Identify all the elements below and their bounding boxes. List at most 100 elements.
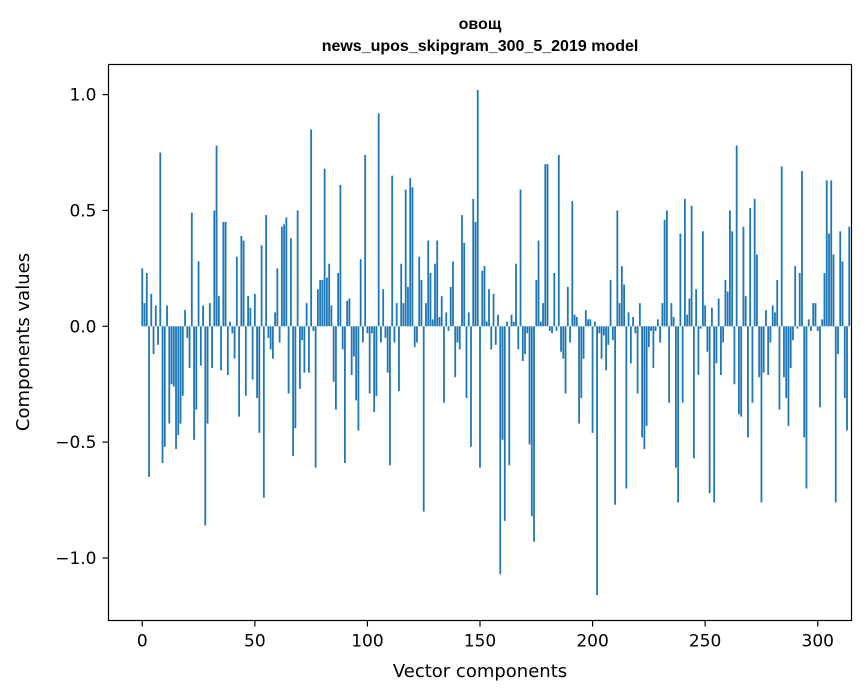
bar xyxy=(832,254,835,327)
bar xyxy=(321,279,324,327)
bar xyxy=(506,321,508,327)
bar xyxy=(706,326,709,352)
bar xyxy=(591,326,594,433)
bar xyxy=(726,291,729,327)
bar xyxy=(620,266,623,327)
x-axis-label: Vector components xyxy=(393,661,567,682)
bar xyxy=(398,326,400,392)
bar xyxy=(744,296,747,327)
bar xyxy=(184,310,186,327)
bar xyxy=(247,296,249,327)
y-axis-ticks: −1.0 −0.5 0.0 0.5 1.0 xyxy=(55,86,109,569)
bar xyxy=(674,326,677,468)
bar xyxy=(148,326,150,477)
bar xyxy=(742,226,745,327)
bar xyxy=(256,326,258,399)
bar xyxy=(702,231,704,327)
bar xyxy=(265,215,268,327)
bar xyxy=(217,296,220,327)
bar xyxy=(404,189,407,327)
bar xyxy=(425,303,427,327)
bar xyxy=(271,326,274,359)
bar xyxy=(220,326,222,371)
bar xyxy=(724,279,727,327)
bar xyxy=(490,326,493,350)
bar xyxy=(778,326,781,410)
bar xyxy=(269,326,272,350)
bar xyxy=(618,303,621,327)
bar xyxy=(774,312,776,327)
bar xyxy=(452,261,454,327)
bar xyxy=(296,210,299,327)
bar xyxy=(528,326,531,445)
bar xyxy=(816,326,819,331)
bar xyxy=(810,326,812,331)
bar xyxy=(229,321,231,327)
bar xyxy=(670,303,673,327)
bar xyxy=(555,326,558,331)
x-tick-label: 50 xyxy=(244,632,266,652)
x-tick-label: 100 xyxy=(351,632,383,652)
bar xyxy=(244,326,247,396)
bar xyxy=(566,286,569,327)
bar xyxy=(497,314,499,327)
bar xyxy=(204,326,207,526)
bar xyxy=(233,326,236,359)
bar xyxy=(242,240,245,327)
bar xyxy=(530,326,533,517)
bar xyxy=(756,254,758,327)
bar xyxy=(458,326,461,350)
bar xyxy=(735,145,738,327)
bar xyxy=(427,240,430,327)
bar xyxy=(695,289,698,327)
bar xyxy=(386,326,389,373)
bar xyxy=(375,326,378,396)
bar xyxy=(609,279,612,327)
bar xyxy=(152,326,155,355)
bar xyxy=(440,296,443,327)
bar xyxy=(821,319,824,327)
bar xyxy=(359,259,362,327)
bar xyxy=(512,321,515,327)
bar xyxy=(544,164,547,327)
bar xyxy=(789,326,792,368)
bar xyxy=(503,326,506,521)
bar xyxy=(362,326,364,343)
bar xyxy=(467,312,470,327)
bar xyxy=(316,289,319,327)
bar xyxy=(634,326,637,334)
bar xyxy=(551,326,553,334)
bar xyxy=(161,326,164,463)
bar xyxy=(485,321,488,327)
bar xyxy=(353,326,355,357)
bar xyxy=(202,305,204,327)
bar xyxy=(521,326,524,362)
bar xyxy=(571,201,574,327)
bar xyxy=(463,242,466,327)
bar xyxy=(625,326,628,489)
bar xyxy=(747,326,749,438)
bar xyxy=(751,326,754,403)
bar xyxy=(292,326,295,457)
x-tick-label: 250 xyxy=(689,632,721,652)
bar xyxy=(258,326,261,433)
bar xyxy=(654,326,657,331)
bar xyxy=(587,319,589,327)
bar xyxy=(474,222,477,327)
bar xyxy=(584,310,587,327)
bar xyxy=(569,326,571,343)
bar xyxy=(580,326,583,399)
bar xyxy=(409,178,412,327)
bar xyxy=(238,326,240,417)
x-tick-label: 0 xyxy=(137,632,148,652)
bar xyxy=(357,326,360,431)
bar xyxy=(278,326,281,343)
bar xyxy=(627,312,630,327)
bar xyxy=(193,326,195,440)
bar xyxy=(305,303,308,327)
bar xyxy=(668,326,671,403)
bar xyxy=(190,212,193,327)
bar xyxy=(141,268,144,327)
bar xyxy=(368,326,371,394)
bar xyxy=(792,326,794,341)
